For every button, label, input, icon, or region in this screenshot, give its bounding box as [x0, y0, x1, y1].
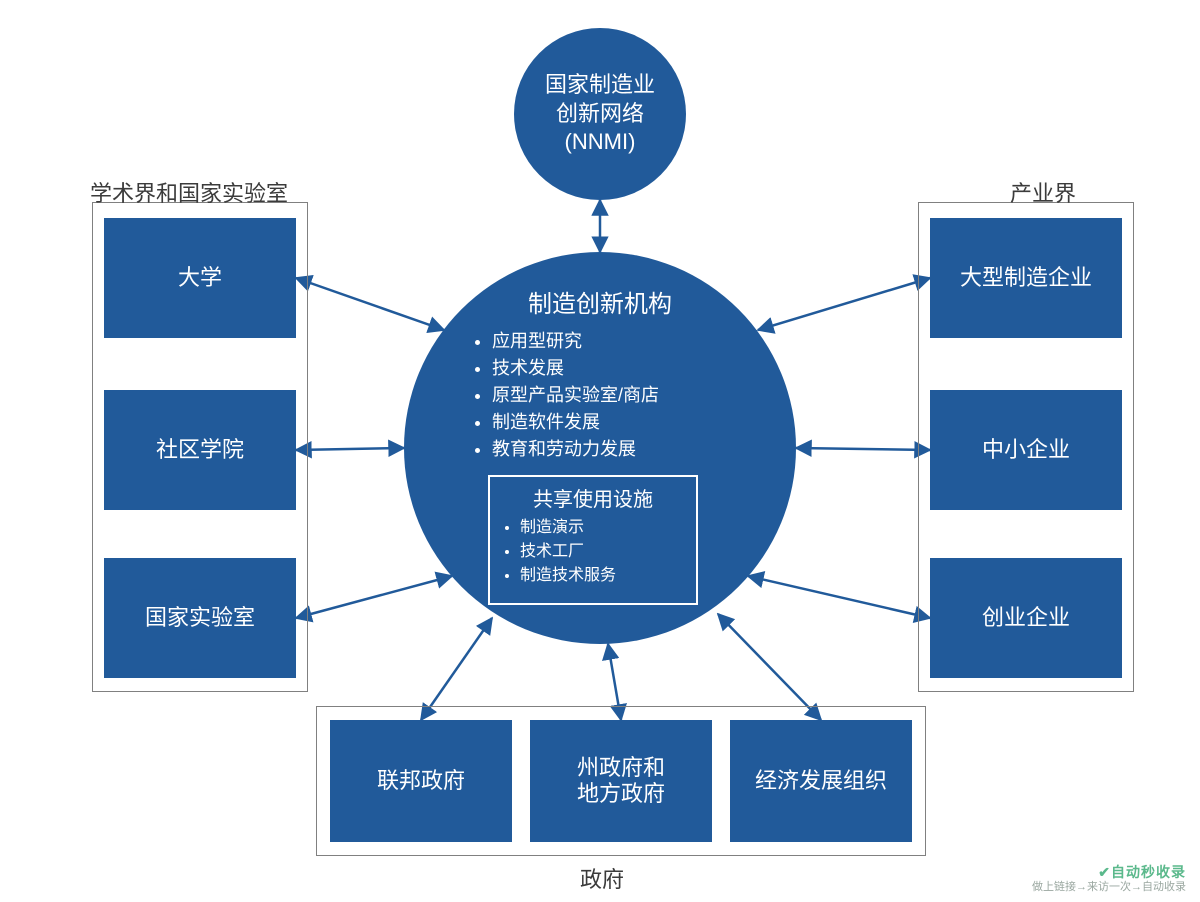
connector-line	[796, 448, 930, 450]
node-sme: 中小企业	[930, 390, 1122, 510]
watermark: ✔自动秒收录 做上链接→来访一次→自动收录	[1032, 864, 1186, 894]
center-circle-title: 制造创新机构	[404, 284, 796, 319]
center-circle: 制造创新机构 应用型研究技术发展原型产品实验室/商店制造软件发展教育和劳动力发展…	[404, 252, 796, 644]
inner-box-list-item: 制造演示	[520, 516, 696, 540]
inner-box-title: 共享使用设施	[490, 483, 696, 512]
connector-line	[748, 576, 930, 618]
group-label-bottom: 政府	[580, 862, 624, 894]
inner-box-list-item: 技术工厂	[520, 540, 696, 564]
connector-line	[296, 448, 404, 450]
node-large: 大型制造企业	[930, 218, 1122, 338]
node-econ: 经济发展组织	[730, 720, 912, 842]
connector-line	[421, 618, 492, 720]
center-list-item: 技术发展	[492, 355, 659, 382]
connector-line	[296, 576, 452, 618]
center-list-item: 原型产品实验室/商店	[492, 382, 659, 409]
inner-box-list: 制造演示技术工厂制造技术服务	[490, 516, 696, 588]
center-list-item: 应用型研究	[492, 328, 659, 355]
watermark-tagline: 做上链接→来访一次→自动收录	[1032, 881, 1186, 894]
top-circle-line3: (NNMI)	[545, 128, 655, 157]
node-cc: 社区学院	[104, 390, 296, 510]
group-label-right: 产业界	[1010, 176, 1076, 208]
top-circle-line2: 创新网络	[545, 100, 655, 129]
center-list-item: 教育和劳动力发展	[492, 436, 659, 463]
node-startup: 创业企业	[930, 558, 1122, 678]
node-nlab: 国家实验室	[104, 558, 296, 678]
center-circle-list: 应用型研究技术发展原型产品实验室/商店制造软件发展教育和劳动力发展	[470, 328, 659, 463]
inner-box: 共享使用设施 制造演示技术工厂制造技术服务	[488, 475, 698, 605]
node-fed: 联邦政府	[330, 720, 512, 842]
watermark-brand: 自动秒收录	[1111, 864, 1186, 880]
connector-line	[718, 614, 821, 720]
inner-box-list-item: 制造技术服务	[520, 564, 696, 588]
group-label-left: 学术界和国家实验室	[90, 176, 288, 208]
center-list-item: 制造软件发展	[492, 409, 659, 436]
node-uni: 大学	[104, 218, 296, 338]
node-state: 州政府和地方政府	[530, 720, 712, 842]
top-circle-line1: 国家制造业	[545, 71, 655, 100]
top-circle-nnmi: 国家制造业 创新网络 (NNMI)	[514, 28, 686, 200]
